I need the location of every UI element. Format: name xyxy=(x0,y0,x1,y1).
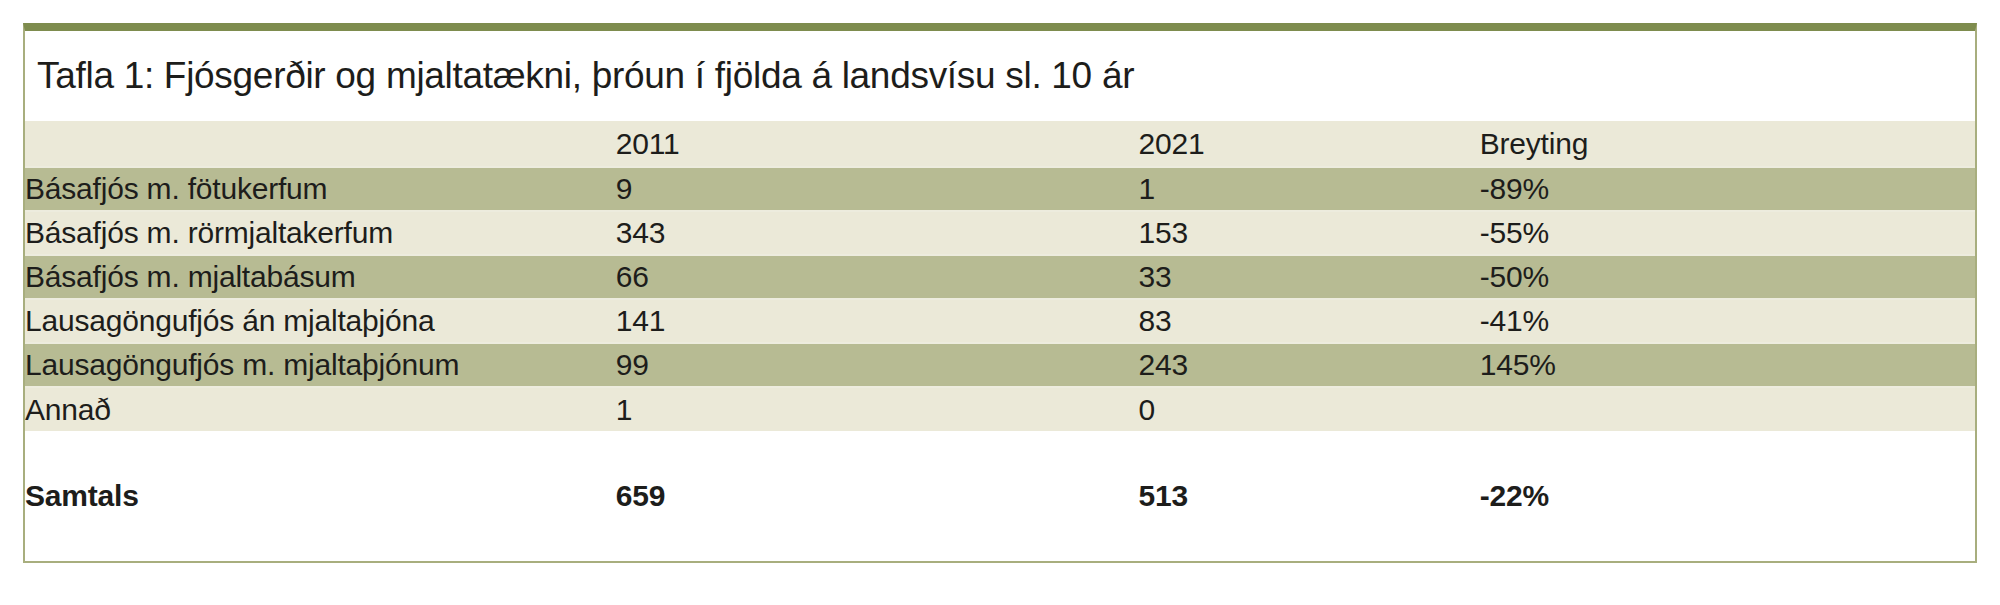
header-row: 2011 2021 Breyting xyxy=(25,121,1975,167)
total-label-cell: Samtals xyxy=(25,431,616,560)
value-2011-cell: 99 xyxy=(616,343,1139,387)
change-cell: -41% xyxy=(1480,299,1975,343)
table-title: Tafla 1: Fjósgerðir og mjaltatækni, þróu… xyxy=(25,31,1975,121)
value-2011-cell: 66 xyxy=(616,255,1139,299)
value-2021-cell: 0 xyxy=(1138,387,1479,431)
table-card: Tafla 1: Fjósgerðir og mjaltatækni, þróu… xyxy=(23,23,1977,563)
value-2021-cell: 243 xyxy=(1138,343,1479,387)
table-row: Básafjós m. mjaltabásum 66 33 -50% xyxy=(25,255,1975,299)
change-cell xyxy=(1480,387,1975,431)
table-row: Básafjós m. rörmjaltakerfum 343 153 -55% xyxy=(25,211,1975,255)
row-label-cell: Lausagöngufjós m. mjaltaþjónum xyxy=(25,343,616,387)
table-row: Annað 1 0 xyxy=(25,387,1975,431)
table-row: Lausagöngufjós m. mjaltaþjónum 99 243 14… xyxy=(25,343,1975,387)
row-label-cell: Básafjós m. fötukerfum xyxy=(25,167,616,211)
total-change-cell: -22% xyxy=(1480,431,1975,560)
row-label-cell: Básafjós m. mjaltabásum xyxy=(25,255,616,299)
table-row: Lausagöngufjós án mjaltaþjóna 141 83 -41… xyxy=(25,299,1975,343)
change-cell: -50% xyxy=(1480,255,1975,299)
header-cell-2021: 2021 xyxy=(1138,121,1479,167)
table-row: Básafjós m. fötukerfum 9 1 -89% xyxy=(25,167,1975,211)
change-cell: 145% xyxy=(1480,343,1975,387)
value-2021-cell: 83 xyxy=(1138,299,1479,343)
row-label-cell: Annað xyxy=(25,387,616,431)
row-label-cell: Lausagöngufjós án mjaltaþjóna xyxy=(25,299,616,343)
change-cell: -89% xyxy=(1480,167,1975,211)
change-cell: -55% xyxy=(1480,211,1975,255)
row-label-cell: Básafjós m. rörmjaltakerfum xyxy=(25,211,616,255)
value-2011-cell: 9 xyxy=(616,167,1139,211)
total-2021-cell: 513 xyxy=(1138,431,1479,560)
header-cell-2011: 2011 xyxy=(616,121,1139,167)
value-2021-cell: 1 xyxy=(1138,167,1479,211)
value-2011-cell: 1 xyxy=(616,387,1139,431)
value-2021-cell: 33 xyxy=(1138,255,1479,299)
value-2011-cell: 343 xyxy=(616,211,1139,255)
header-cell-empty xyxy=(25,121,616,167)
total-row: Samtals 659 513 -22% xyxy=(25,431,1975,560)
value-2011-cell: 141 xyxy=(616,299,1139,343)
value-2021-cell: 153 xyxy=(1138,211,1479,255)
data-table: 2011 2021 Breyting Básafjós m. fötukerfu… xyxy=(25,121,1975,560)
total-2011-cell: 659 xyxy=(616,431,1139,560)
header-cell-breyting: Breyting xyxy=(1480,121,1975,167)
